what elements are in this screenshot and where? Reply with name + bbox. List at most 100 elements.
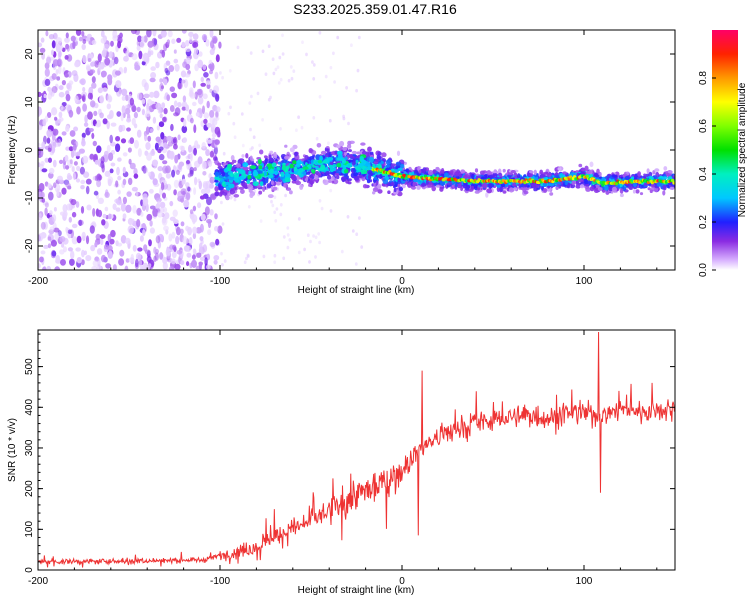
signal-ridge-point [513, 187, 518, 191]
noise-blob [207, 229, 212, 236]
signal-ridge-point [336, 144, 341, 149]
noise-blob [186, 57, 191, 65]
signal-ridge-point [241, 154, 245, 158]
noise-blob [279, 127, 282, 131]
noise-blob [181, 125, 188, 134]
signal-ridge-point [649, 189, 653, 193]
noise-blob [295, 128, 298, 132]
noise-blob [162, 165, 169, 174]
noise-blob [192, 205, 197, 212]
noise-blob [67, 233, 72, 239]
signal-ridge-point [291, 180, 297, 184]
noise-blob [199, 195, 205, 200]
noise-blob [288, 238, 292, 242]
noise-blob [214, 213, 218, 220]
noise-blob [166, 94, 170, 102]
noise-blob [38, 234, 41, 242]
noise-blob [41, 141, 46, 150]
noise-blob [41, 51, 45, 60]
noise-blob [61, 243, 65, 248]
signal-ridge-point [220, 178, 225, 183]
noise-blob [249, 51, 253, 55]
signal-ridge-point [252, 178, 257, 183]
noise-blob [340, 249, 344, 254]
noise-blob [188, 109, 192, 115]
noise-blob [56, 188, 60, 197]
signal-ridge-point [310, 159, 314, 165]
signal-ridge-point [427, 181, 433, 186]
noise-blob [140, 211, 144, 217]
noise-blob [249, 147, 253, 152]
noise-blob [137, 148, 142, 158]
noise-blob [107, 176, 114, 184]
signal-ridge-point [439, 186, 444, 192]
noise-blob [202, 64, 207, 70]
noise-blob [314, 255, 317, 259]
noise-blob [128, 158, 132, 165]
noise-blob [281, 52, 285, 56]
noise-blob [107, 74, 113, 82]
signal-ridge-point [422, 167, 427, 172]
signal-ridge-point [240, 189, 245, 194]
noise-blob [246, 253, 250, 258]
noise-blob [297, 115, 300, 119]
noise-blob [245, 256, 248, 261]
signal-ridge-point [391, 181, 395, 187]
noise-blob [104, 191, 110, 198]
noise-blob [189, 166, 194, 175]
y-tick-label: 20 [24, 48, 35, 60]
noise-blob [177, 102, 182, 108]
noise-blob [75, 201, 80, 208]
signal-ridge-point [317, 172, 322, 177]
signal-ridge-point [221, 171, 226, 177]
noise-blob [274, 219, 278, 223]
noise-blob [171, 38, 176, 45]
noise-blob [170, 258, 176, 265]
noise-blob [215, 93, 220, 102]
noise-blob [65, 104, 72, 111]
noise-blob [162, 160, 168, 165]
noise-blob [137, 35, 142, 43]
noise-blob [180, 221, 185, 227]
signal-ridge-point [348, 159, 354, 163]
noise-blob [172, 209, 178, 217]
noise-blob [75, 178, 81, 183]
noise-blob [312, 234, 315, 238]
noise-blob [232, 121, 236, 126]
noise-blob [75, 30, 82, 36]
signal-ridge-point [654, 168, 660, 172]
noise-blob [192, 226, 198, 235]
noise-blob [116, 200, 123, 206]
signal-ridge-point [508, 187, 514, 193]
signal-ridge-point [353, 172, 358, 177]
signal-ridge-core [274, 170, 279, 176]
noise-blob [196, 252, 202, 258]
noise-blob [104, 57, 111, 66]
signal-ridge-point [533, 187, 538, 192]
noise-blob [358, 216, 361, 220]
noise-blob [76, 151, 81, 156]
noise-blob [286, 245, 290, 250]
signal-ridge-point [397, 180, 402, 184]
signal-ridge-point [405, 168, 409, 173]
noise-blob [212, 37, 218, 44]
noise-blob [40, 232, 47, 239]
signal-ridge-point [508, 172, 513, 176]
noise-blob [329, 188, 333, 193]
signal-ridge-point [231, 159, 237, 164]
noise-blob [221, 222, 225, 226]
noise-blob [130, 30, 137, 35]
noise-blob [96, 179, 102, 188]
noise-blob [279, 212, 283, 217]
signal-ridge-core [259, 181, 264, 187]
signal-ridge-point [381, 165, 385, 169]
noise-blob [87, 58, 92, 62]
noise-blob [38, 182, 45, 192]
noise-blob [125, 94, 129, 102]
signal-ridge-core [310, 169, 315, 173]
noise-blob [267, 44, 271, 48]
signal-ridge-point [334, 150, 338, 155]
signal-ridge-point [479, 170, 485, 175]
noise-blob [194, 47, 199, 55]
noise-blob [320, 206, 324, 211]
